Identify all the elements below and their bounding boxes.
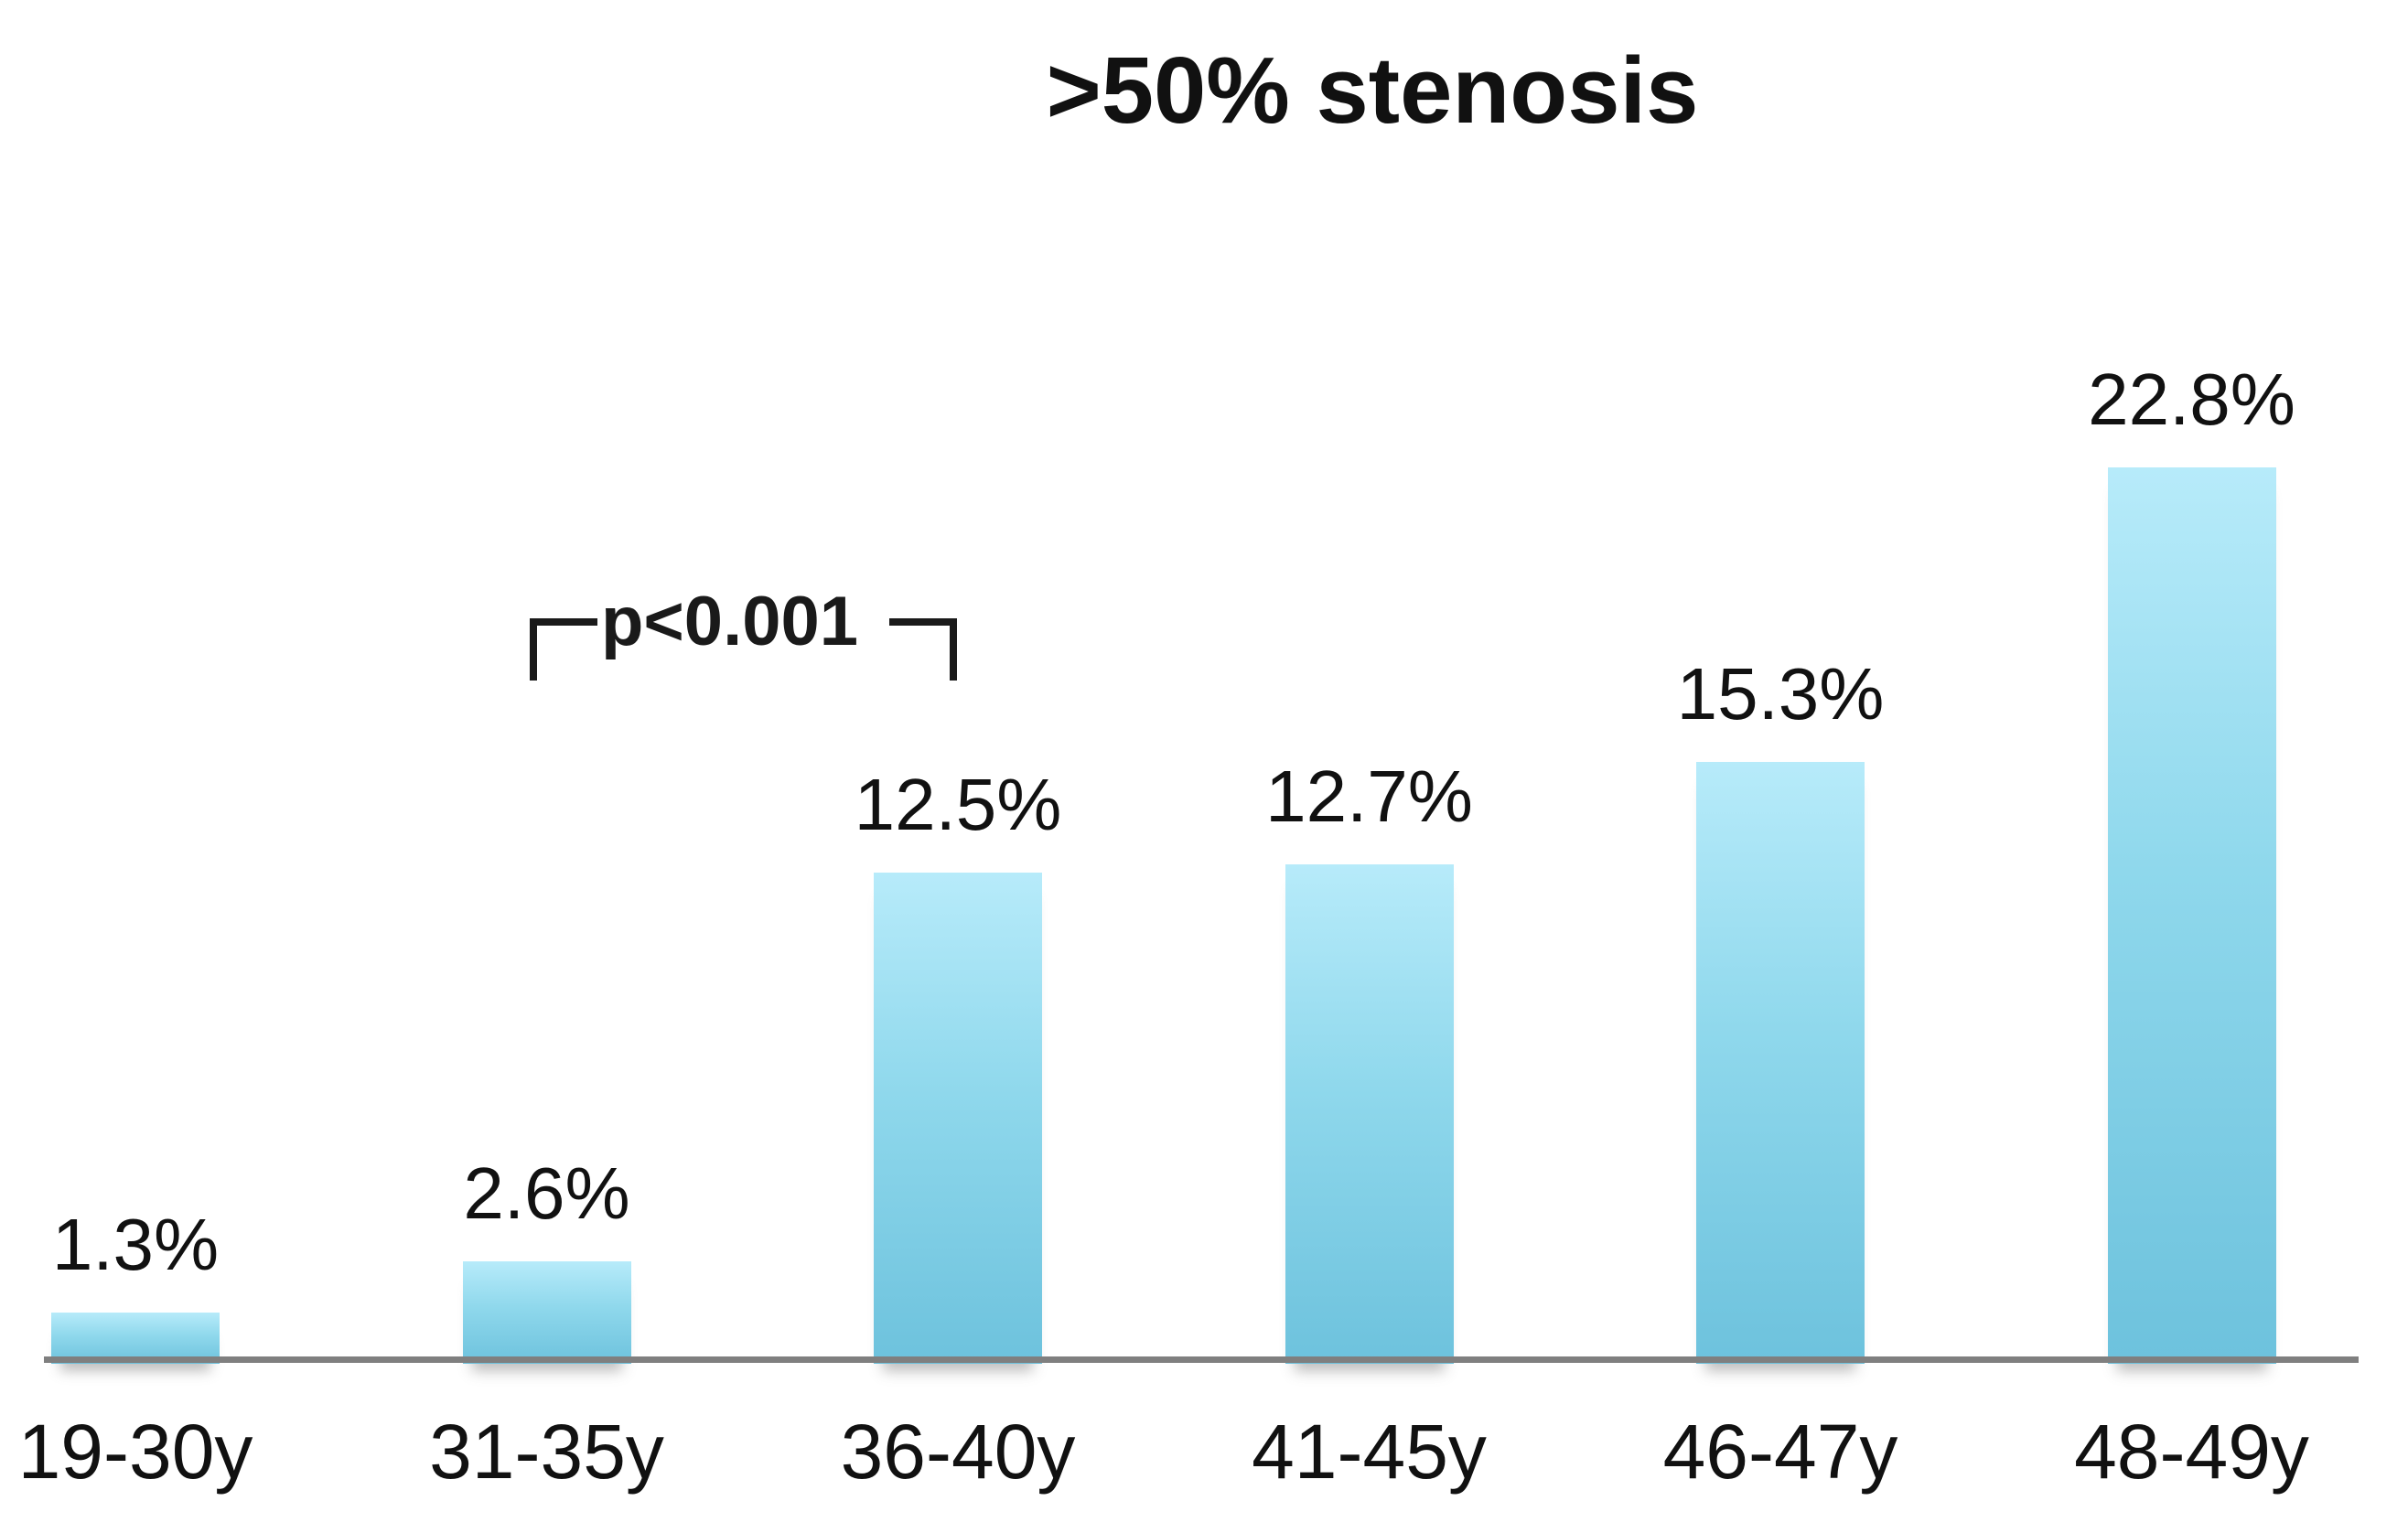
x-axis-line [44,1356,2359,1363]
significance-bracket: p<0.001 [530,587,957,681]
bracket-right-arm [889,618,957,681]
bracket-left-arm [530,618,597,681]
bar-48-49y [2107,466,2276,1364]
bar-41-45y [1285,863,1454,1364]
bar-36-40y [874,872,1042,1364]
x-axis-label-36-40y: 36-40y [840,1409,1076,1495]
x-axis-label-31-35y: 31-35y [429,1409,664,1495]
bar-31-35y [462,1261,631,1364]
value-label-41-45y: 12.7% [1265,755,1473,837]
x-axis-label-19-30y: 19-30y [17,1409,253,1495]
value-label-36-40y: 12.5% [854,763,1062,845]
chart-title: >50% stenosis [1046,38,1699,143]
value-label-46-47y: 15.3% [1676,653,1885,735]
bar-46-47y [1696,762,1865,1364]
x-axis-label-41-45y: 41-45y [1252,1409,1487,1495]
value-label-19-30y: 1.3% [51,1204,220,1286]
bar-19-30y [51,1313,220,1364]
value-label-48-49y: 22.8% [2088,358,2295,440]
x-axis-label-46-47y: 46-47y [1662,1409,1898,1495]
p-value-label: p<0.001 [601,583,858,660]
value-label-31-35y: 2.6% [463,1152,630,1235]
x-axis-label-48-49y: 48-49y [2074,1409,2309,1495]
